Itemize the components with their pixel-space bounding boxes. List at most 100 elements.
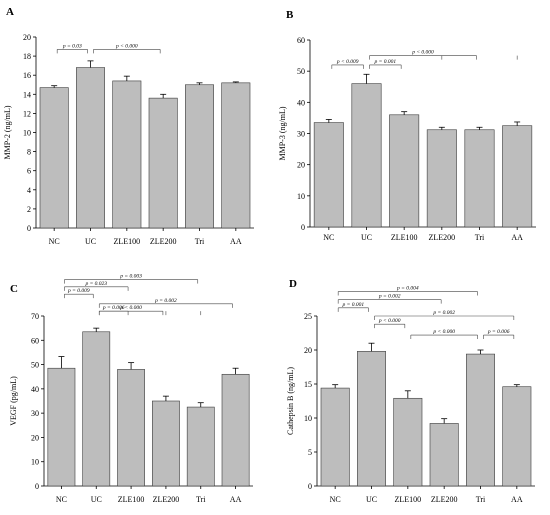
x-tick-label: ZLE100 [113,237,140,246]
x-tick-label: UC [366,495,377,504]
bar [466,353,495,487]
y-tick-label: 0 [308,482,312,491]
y-tick-label: 14 [23,90,31,99]
p-value-label: p < 0.009 [336,59,359,65]
y-tick-label: 10 [31,458,39,467]
y-tick-label: 10 [297,192,305,201]
bar [389,114,420,228]
y-tick-label: 30 [31,409,39,418]
panel-label: A [6,6,14,18]
y-tick-label: 25 [304,312,312,321]
panel-label: D [289,278,297,290]
p-value-label: p = 0.001 [342,302,365,308]
x-tick-label: AA [230,495,242,504]
bar [464,129,495,228]
y-tick-label: 12 [23,109,31,118]
y-tick-label: 6 [27,167,31,176]
x-tick-label: ZLE100 [391,233,418,242]
p-value-label: p = 0.002 [378,294,401,300]
bar [357,351,386,487]
y-tick-label: 4 [27,186,31,195]
x-tick-label: AA [511,233,523,242]
bar [429,423,459,487]
x-tick-label: Tri [476,495,486,504]
p-value-label: p < 0.000 [119,305,142,311]
chart-mmp2: 0 2 4 6 8 10 12 14 16 18 20 MMP-2 (ng/mL) NC UC ZLE100… [3,33,254,246]
chart-cathepsin-b: 0 5 10 15 20 25 Cathepsin B (ng/mL) NC UC ZLE100 Z… [286,285,535,504]
p-value-label: p = 0.004 [396,285,419,292]
p-value-label: p = 0.009 [67,288,90,294]
p-value-label: p = 0.002 [432,310,455,316]
p-value-label: p = 0.006 [487,329,510,335]
bar [185,84,214,229]
y-tick-label: 40 [297,98,305,107]
x-tick-label: ZLE100 [394,495,421,504]
bar [76,67,105,229]
x-tick-label: ZLE200 [431,495,458,504]
x-tick-label: Tri [195,237,205,246]
y-tick-label: 60 [31,336,39,345]
x-tick-label: NC [49,237,60,246]
bar [393,397,423,487]
x-tick-label: NC [330,495,341,504]
y-tick-label: 50 [297,67,305,76]
p-value-label: p = 0.003 [119,274,142,280]
y-tick-label: 70 [31,312,39,321]
bar [313,122,344,228]
x-tick-label: UC [85,237,96,246]
bar [186,406,215,487]
x-tick-label: NC [323,233,334,242]
y-tick-label: 30 [297,130,305,139]
y-tick-label: 2 [27,205,31,214]
bar [351,83,382,228]
x-tick-label: ZLE200 [428,233,455,242]
bar [320,387,350,487]
y-tick-label: 8 [27,148,31,157]
y-tick-label: 20 [304,346,312,355]
x-tick-label: ZLE200 [150,237,177,246]
x-tick-label: AA [230,237,242,246]
x-tick-label: Tri [475,233,485,242]
bar [112,80,142,229]
bar [82,331,111,487]
chart-mmp3: 0 10 20 30 40 50 60 MMP-3 (ng/mL) NC UC ZLE100 ZLE2… [278,36,536,242]
y-tick-label: 0 [301,223,305,232]
p-value-label: p < 0.000 [115,43,138,49]
p-value-label: p < 0.000 [378,318,401,324]
y-axis-title: MMP-3 (ng/mL) [278,106,287,160]
y-tick-label: 10 [23,129,31,138]
y-tick-label: 16 [23,71,31,80]
x-tick-label: NC [56,495,67,504]
y-tick-label: 40 [31,385,39,394]
p-value-label: p = 0.002 [154,298,177,304]
x-tick-label: AA [511,495,523,504]
y-tick-label: 15 [304,380,312,389]
bar [117,369,145,487]
panel-label: B [286,9,294,21]
y-tick-label: 60 [297,36,305,45]
y-tick-label: 0 [27,224,31,233]
bar [148,97,178,229]
y-tick-label: 20 [23,33,31,42]
y-tick-label: 5 [308,448,312,457]
p-value-label: p = 0.023 [84,281,107,287]
y-tick-label: 20 [31,433,39,442]
y-tick-label: 18 [23,52,31,61]
bar [426,129,457,228]
x-tick-label: ZLE200 [153,495,180,504]
x-tick-label: UC [91,495,102,504]
x-tick-label: ZLE100 [118,495,145,504]
bar [221,373,250,487]
bar [502,125,533,228]
p-value-label: p = 0.006 [102,305,125,311]
panel-label: C [10,283,18,295]
p-value-label: p < 0.000 [411,50,434,56]
y-tick-label: 0 [35,482,39,491]
x-tick-label: UC [361,233,372,242]
p-value-label: p < 0.000 [432,329,455,335]
y-tick-label: 20 [297,161,305,170]
bar [47,367,76,487]
y-axis-title: Cathepsin B (ng/mL) [286,367,295,435]
p-value-label: p = 0.001 [374,59,397,65]
